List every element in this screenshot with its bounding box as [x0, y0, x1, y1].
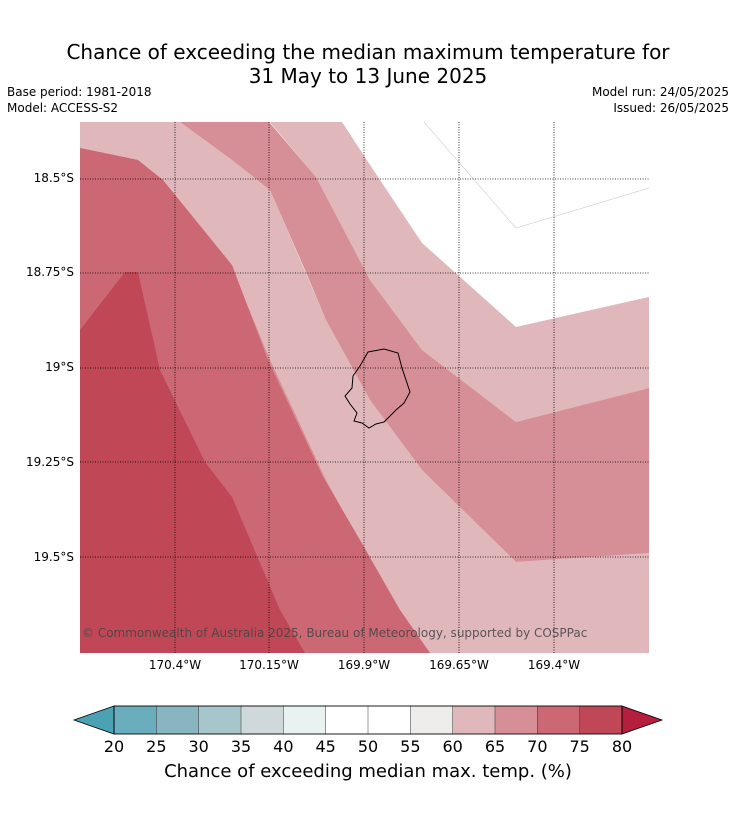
colorbar-cell	[367, 705, 412, 735]
region-65-70	[80, 122, 649, 562]
copyright-notice: © Commonwealth of Australia 2025, Bureau…	[82, 626, 588, 640]
lat-label-19: 19°S	[45, 360, 74, 374]
map-panel	[80, 122, 649, 653]
colorbar-tick-label: 75	[569, 737, 590, 756]
lon-label-169-65: 169.65°W	[429, 658, 489, 672]
colorbar-cell	[494, 705, 539, 735]
colorbar-cell	[198, 705, 242, 735]
colorbar-over-arrow	[622, 706, 662, 734]
colorbar-tick-label: 50	[357, 737, 379, 756]
base-period: Base period: 1981-2018	[7, 85, 152, 99]
colorbar-tick-label: 30	[188, 737, 209, 756]
map-title-line1: Chance of exceeding the median maximum t…	[66, 40, 670, 64]
graticule	[80, 122, 649, 653]
colorbar-title: Chance of exceeding median max. temp. (%…	[164, 761, 572, 782]
colorbar-tick-label: 40	[273, 737, 294, 756]
lon-label-170-4: 170.4°W	[148, 658, 202, 672]
lat-label-19-5: 19.5°S	[33, 550, 74, 564]
contour-line	[423, 122, 649, 229]
lon-label-170-15: 170.15°W	[239, 658, 299, 672]
lat-label-18-75: 18.75°S	[26, 265, 74, 279]
colorbar-cell	[325, 705, 369, 735]
colorbar-tick-label: 20	[103, 737, 125, 756]
lon-label-169-4: 169.4°W	[527, 658, 581, 672]
region-50-55	[342, 122, 649, 327]
colorbar-under-arrow	[74, 706, 114, 734]
colorbar-tick-label: 35	[230, 737, 252, 756]
colorbar-cell	[283, 705, 327, 735]
lon-label-169-9: 169.9°W	[337, 658, 391, 672]
map-title-line2: 31 May to 13 June 2025	[248, 64, 488, 88]
colorbar-cell	[113, 705, 158, 735]
meta-left: Base period: 1981-2018 Model: ACCESS-S2	[7, 84, 152, 116]
colorbar-tick-label: 55	[400, 737, 421, 756]
model-name: Model: ACCESS-S2	[7, 101, 119, 115]
colorbar-tick-label: 70	[527, 737, 548, 756]
colorbar-tick-label: 25	[146, 737, 167, 756]
colorbar-tick-label: 65	[484, 737, 506, 756]
island-outline	[344, 348, 411, 429]
colorbar-cell	[579, 705, 623, 735]
issued-date: Issued: 26/05/2025	[613, 101, 729, 115]
colorbar-tick-label: 80	[611, 737, 633, 756]
colorbar-cell	[156, 705, 200, 735]
colorbar-cell	[452, 705, 496, 735]
model-run: Model run: 24/05/2025	[591, 85, 729, 99]
colorbar	[72, 705, 664, 735]
colorbar-cell	[410, 705, 454, 735]
colorbar-cell	[537, 705, 581, 735]
lat-label-18-5: 18.5°S	[33, 171, 74, 185]
colorbar-cell	[240, 705, 285, 735]
lat-label-19-25: 19.25°S	[26, 455, 74, 469]
colorbar-tick-label: 60	[442, 737, 463, 756]
colorbar-tick-label: 45	[315, 737, 336, 756]
region-75-80	[80, 272, 305, 653]
meta-right: Model run: 24/05/2025 Issued: 26/05/2025	[592, 84, 729, 116]
